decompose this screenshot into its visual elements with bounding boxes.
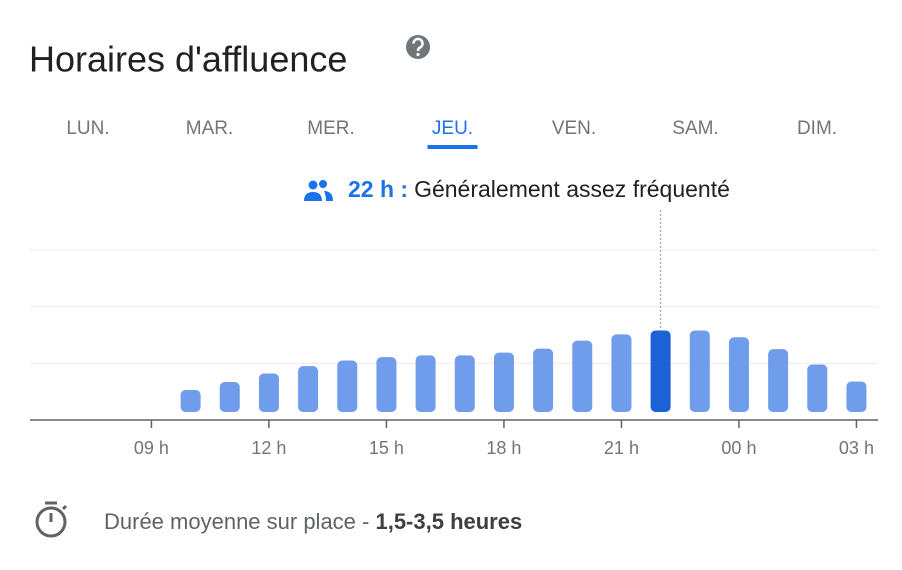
x-tick-label: 12 h — [251, 438, 286, 458]
bar[interactable] — [376, 357, 397, 412]
bar[interactable] — [180, 389, 201, 412]
bar[interactable] — [219, 382, 240, 412]
duration-label: Durée moyenne sur place - — [104, 509, 375, 534]
bar[interactable] — [807, 364, 828, 412]
day-tab[interactable]: DIM. — [797, 118, 837, 139]
bar[interactable] — [689, 330, 710, 412]
bar[interactable] — [258, 373, 279, 412]
bar[interactable] — [337, 360, 358, 413]
x-tick-label: 21 h — [604, 438, 639, 458]
day-tab[interactable]: VEN. — [552, 118, 596, 139]
bar[interactable] — [493, 352, 514, 412]
bar[interactable] — [768, 349, 789, 412]
day-tab[interactable]: JEU. — [432, 118, 473, 139]
bar[interactable] — [611, 334, 632, 412]
day-tab[interactable]: SAM. — [672, 118, 718, 139]
tab-underline — [427, 145, 478, 149]
bar[interactable] — [650, 330, 671, 412]
duration-value: 1,5-3,5 heures — [375, 509, 522, 534]
day-tab[interactable]: MER. — [307, 118, 355, 139]
bar[interactable] — [415, 355, 436, 412]
duration: Durée moyenne sur place - 1,5-3,5 heures — [104, 509, 522, 534]
day-tab[interactable]: LUN. — [66, 118, 109, 139]
help-icon[interactable] — [406, 35, 430, 59]
bar[interactable] — [533, 348, 554, 412]
bar[interactable] — [728, 337, 749, 412]
x-tick-label: 09 h — [134, 438, 169, 458]
plot: 09 h 12 h 15 h 18 h 21 h 00 h 03 h — [30, 210, 878, 458]
tooltip-hour: 22 h : — [348, 176, 408, 202]
x-tick-label: 03 h — [839, 438, 874, 458]
bar[interactable] — [298, 366, 319, 412]
tooltip-label: Généralement assez fréquenté — [414, 176, 730, 202]
day-tab[interactable]: MAR. — [186, 118, 234, 139]
x-tick-label: 15 h — [369, 438, 404, 458]
bar[interactable] — [846, 381, 867, 412]
stopwatch-icon — [35, 501, 68, 538]
title: Horaires d'affluence — [29, 39, 347, 80]
x-tick-label: 18 h — [486, 438, 521, 458]
x-tick-label: 00 h — [721, 438, 756, 458]
day-tabs: LUN. MAR. MER. JEU. VEN. SAM. DIM. — [66, 118, 837, 149]
bar[interactable] — [572, 340, 593, 412]
tooltip-text: 22 h : Généralement assez fréquenté — [348, 176, 730, 202]
bar[interactable] — [454, 355, 475, 412]
people-icon — [304, 180, 333, 201]
tooltip: 22 h : Généralement assez fréquenté — [304, 176, 730, 202]
